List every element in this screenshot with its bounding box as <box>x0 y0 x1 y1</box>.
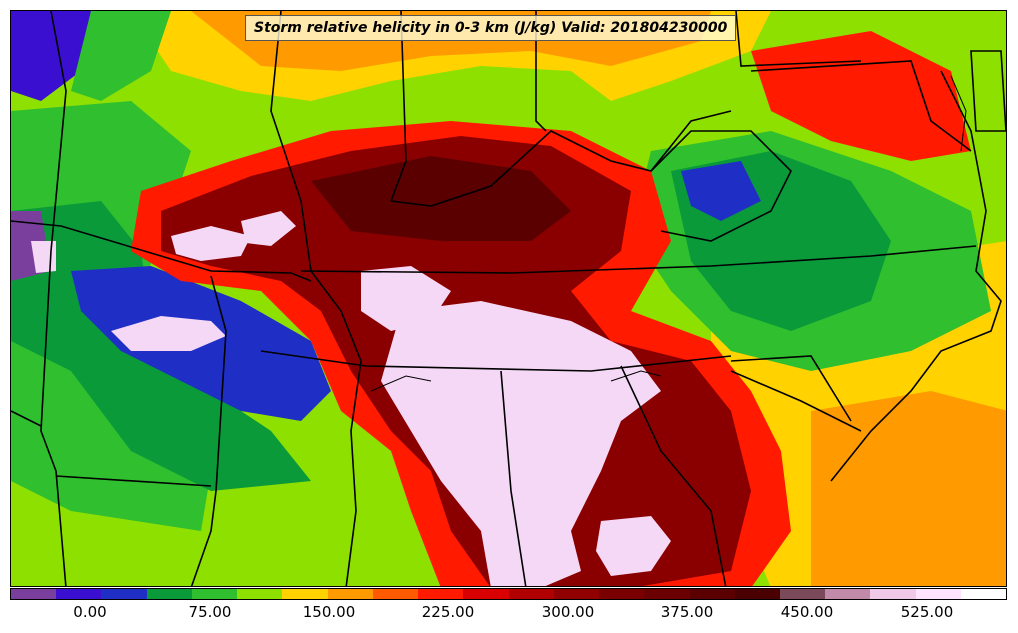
colorbar-tick-label: 150.00 <box>302 603 356 621</box>
colorbar-segment <box>825 589 871 599</box>
field-blue-east <box>681 161 761 221</box>
colorbar-segment <box>463 589 509 599</box>
map-title: Storm relative helicity in 0-3 km (J/kg)… <box>245 15 737 41</box>
field-extreme-north <box>361 266 451 331</box>
map-svg <box>11 11 1006 586</box>
boundary-ky-tn <box>300 245 977 274</box>
boundary-west-1 <box>40 11 67 586</box>
colorbar-segment <box>327 589 373 599</box>
boundary-ar-west <box>190 275 227 586</box>
boundary-mississippi <box>270 11 362 586</box>
colorbar-segment <box>11 589 57 599</box>
boundary-ohio-river <box>390 110 732 207</box>
field-extreme-south <box>481 516 581 586</box>
boundary-de <box>970 50 1006 132</box>
colorbar-tick-label: 75.00 <box>188 603 232 621</box>
boundary-ok-tx <box>11 410 42 427</box>
field-blue-northwest <box>11 11 91 101</box>
colorbar-segment <box>191 589 238 599</box>
river-3 <box>950 75 967 152</box>
colorbar-segment <box>915 589 961 599</box>
helicity-map <box>10 10 1007 587</box>
colorbar-segment <box>779 589 826 599</box>
colorbar-segment <box>870 589 916 599</box>
boundary-ar-la <box>55 475 212 487</box>
field-deepred-core <box>311 156 571 241</box>
field-extreme-west2 <box>241 211 296 246</box>
field-green-northwest <box>71 11 171 101</box>
colorbar-segment <box>56 589 102 599</box>
boundary-va <box>750 60 972 152</box>
field-extreme-south2 <box>596 516 671 576</box>
colorbar-tick-label: 450.00 <box>780 603 834 621</box>
colorbar-tick-label: 375.00 <box>660 603 714 621</box>
colorbar-segment <box>282 589 328 599</box>
colorbar-tick-label: 225.00 <box>421 603 475 621</box>
field-extreme-sw <box>111 316 226 351</box>
boundary-al-ga <box>620 365 727 586</box>
field-extreme-west <box>171 226 251 261</box>
water-lines <box>370 75 967 392</box>
colorbar-segment <box>237 589 283 599</box>
colorbar-segment <box>960 589 1007 599</box>
river-2 <box>610 370 662 382</box>
colorbar-segment <box>508 589 554 599</box>
field-orange-southeast <box>811 391 1006 586</box>
colorbar-ticks: 0.00 75.00 150.00 225.00 300.00 375.00 450.00 5… <box>10 600 1007 630</box>
boundary-nc-sc <box>730 355 852 422</box>
colorbar-segment <box>553 589 600 599</box>
boundary-ga-sc <box>730 370 862 432</box>
colorbar-tick-label: 525.00 <box>900 603 954 621</box>
colorbar-segment <box>689 589 735 599</box>
colorbar-segment <box>372 589 419 599</box>
boundary-coast <box>830 70 1002 482</box>
boundary-md-pa <box>735 11 862 67</box>
colorbar-segment <box>599 589 645 599</box>
colorbar-segment <box>644 589 690 599</box>
boundary-mo-ar <box>260 350 732 372</box>
state-boundaries <box>11 11 1006 586</box>
colorbar-tick-label: 300.00 <box>541 603 595 621</box>
colorbar-segment <box>734 589 780 599</box>
colorbar-segment <box>146 589 192 599</box>
boundary-il-in <box>390 11 407 202</box>
colorbar-segment <box>101 589 147 599</box>
colorbar <box>10 588 1007 600</box>
boundary-wv <box>650 130 792 242</box>
boundary-ms-al <box>500 370 527 586</box>
boundary-in-oh <box>535 11 547 132</box>
river-1 <box>370 375 432 392</box>
map-title-text: Storm relative helicity in 0-3 km (J/kg)… <box>254 20 728 36</box>
boundary-ks-ok <box>11 220 312 282</box>
colorbar-tick-label: 0.00 <box>73 603 107 621</box>
colorbar-segment <box>418 589 464 599</box>
